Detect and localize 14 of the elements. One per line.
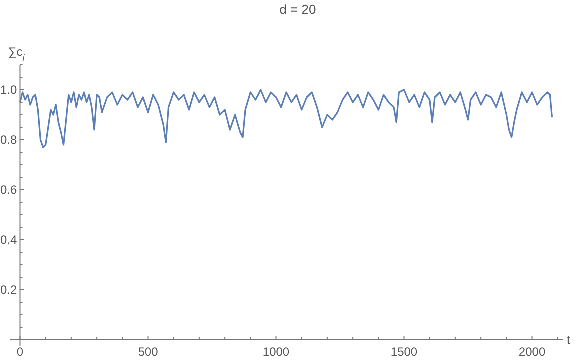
y-tick-label: 0.6	[0, 183, 18, 197]
line-series	[19, 89, 554, 148]
x-tick-label: 500	[138, 345, 159, 359]
y-tick-label: 0.4	[0, 233, 18, 247]
x-tick-label: 0	[16, 345, 24, 359]
chart-title: d = 20	[280, 2, 316, 17]
y-tick-label: 0.8	[0, 133, 18, 147]
x-tick-label: 1000	[262, 345, 290, 359]
x-tick-label: 1500	[390, 345, 418, 359]
y-tick-label: 1.0	[0, 83, 18, 97]
x-tick-label: 2000	[518, 345, 546, 359]
x-axis-title: t	[567, 333, 571, 347]
y-tick-label: 0.2	[0, 283, 18, 297]
y-axis-title: ∑c$_{i}$	[8, 45, 26, 63]
